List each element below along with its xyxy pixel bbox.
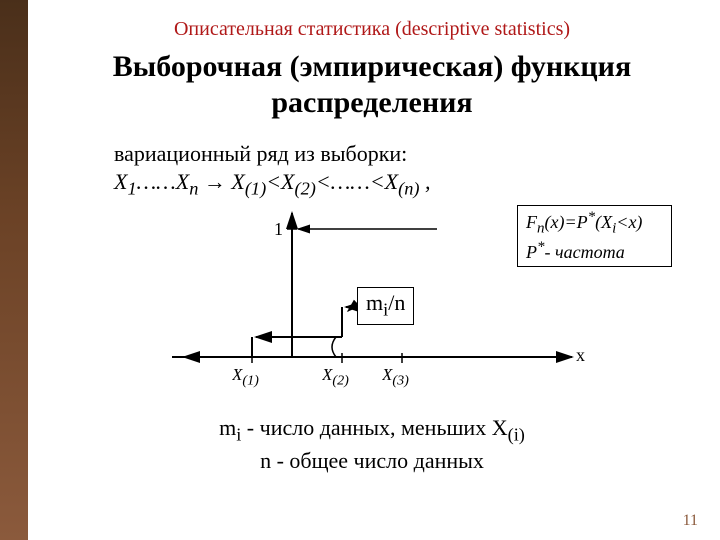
slide: Описательная статистика (descriptive sta… [0,0,720,540]
page-number: 11 [683,512,698,530]
formula-box: Fn(x)=P*(Xi<x) P*- частота [517,205,672,266]
formula-line-1: Fn(x)=P*(Xi<x) [526,208,663,238]
step-label-box: mi/n [357,287,414,324]
title-line-1: Выборочная (эмпирическая) функция [113,50,631,83]
svg-text:x: x [576,345,585,365]
svg-text:1: 1 [274,219,283,239]
slide-header: Описательная статистика (descriptive sta… [54,18,690,41]
body-sequence: X1……Xn → X(1)<X(2)<……<X(n) , [114,169,690,199]
note-n: n - общее число данных [54,448,690,474]
slide-title: Выборочная (эмпирическая) функция распре… [54,49,690,121]
title-line-2: распределения [271,86,472,119]
step-label: mi/n [366,290,405,315]
ecdf-diagram: 1xX(1)X(2)X(3) Fn(x)=P*(Xi<x) P*- частот… [142,207,602,407]
formula-line-2: P*- частота [526,238,663,264]
note-mi: mi - число данных, меньших X(i) [54,415,690,445]
body-intro: вариационный ряд из выборки: [114,141,690,167]
